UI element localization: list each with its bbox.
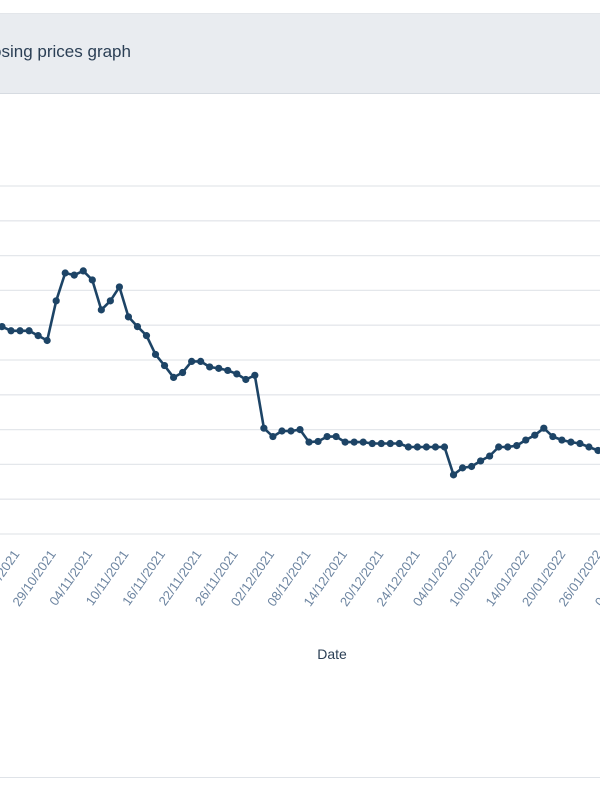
data-point[interactable] <box>124 313 133 321</box>
data-point[interactable] <box>169 373 178 381</box>
data-point[interactable] <box>25 327 33 335</box>
series-points <box>0 267 600 479</box>
data-point[interactable] <box>224 366 232 375</box>
data-point[interactable] <box>350 438 358 446</box>
data-point[interactable] <box>142 332 151 340</box>
data-point[interactable] <box>531 431 539 439</box>
data-point[interactable] <box>558 436 566 444</box>
data-point[interactable] <box>314 437 322 446</box>
data-point[interactable] <box>467 462 476 471</box>
data-point[interactable] <box>260 424 268 432</box>
data-point[interactable] <box>296 426 304 434</box>
data-point[interactable] <box>404 443 412 451</box>
data-point[interactable] <box>188 357 196 365</box>
data-point[interactable] <box>540 424 548 432</box>
data-point[interactable] <box>504 443 512 451</box>
data-point[interactable] <box>233 370 241 378</box>
chart-area: 23/10/2021 29/10/2021 04/11/2021 10/11/2021… <box>0 95 600 775</box>
data-point[interactable] <box>151 350 160 359</box>
data-point[interactable] <box>206 363 214 371</box>
data-point[interactable] <box>513 442 521 450</box>
data-point[interactable] <box>341 438 349 446</box>
panel-title: Closing prices graph <box>0 42 131 61</box>
data-point[interactable] <box>422 443 431 451</box>
data-point[interactable] <box>160 361 169 370</box>
data-point[interactable] <box>594 446 600 455</box>
data-point[interactable] <box>305 438 313 446</box>
data-point[interactable] <box>106 297 114 305</box>
x-tick-labels: 23/10/202129/10/202104/11/202110/11/2021… <box>0 547 600 609</box>
data-point[interactable] <box>486 452 494 460</box>
data-point[interactable] <box>413 443 421 451</box>
data-point[interactable] <box>215 364 223 372</box>
data-point[interactable] <box>34 332 42 340</box>
data-point[interactable] <box>576 439 584 448</box>
data-point[interactable] <box>88 276 96 284</box>
data-point[interactable] <box>97 306 105 314</box>
data-point[interactable] <box>440 443 449 451</box>
data-point[interactable] <box>43 336 51 345</box>
x-axis-title: Date <box>317 646 347 662</box>
data-point[interactable] <box>377 439 385 448</box>
data-point[interactable] <box>287 427 295 435</box>
data-point[interactable] <box>179 368 187 377</box>
data-point[interactable] <box>79 267 87 275</box>
closing-prices-chart: 23/10/202129/10/202104/11/202110/11/2021… <box>0 185 600 662</box>
data-point[interactable] <box>52 297 60 305</box>
data-point[interactable] <box>431 443 440 451</box>
data-point[interactable] <box>567 438 575 446</box>
data-point[interactable] <box>242 375 250 384</box>
data-point[interactable] <box>197 357 205 365</box>
data-point[interactable] <box>549 432 557 441</box>
data-point[interactable] <box>269 432 277 441</box>
data-point[interactable] <box>133 322 142 331</box>
data-point[interactable] <box>585 443 593 451</box>
data-point[interactable] <box>7 327 15 335</box>
data-point[interactable] <box>61 269 69 277</box>
data-point[interactable] <box>458 464 467 472</box>
data-point[interactable] <box>70 271 78 279</box>
data-point[interactable] <box>0 322 6 331</box>
data-point[interactable] <box>395 439 403 448</box>
data-point[interactable] <box>368 439 376 448</box>
data-point[interactable] <box>332 432 340 441</box>
data-point[interactable] <box>522 436 530 444</box>
data-point[interactable] <box>386 439 394 448</box>
data-point[interactable] <box>477 457 485 465</box>
panel-header: Closing prices graph <box>0 14 600 94</box>
data-point[interactable] <box>278 427 286 435</box>
data-point[interactable] <box>495 443 503 451</box>
data-point[interactable] <box>251 371 259 379</box>
data-point[interactable] <box>16 327 24 335</box>
data-point[interactable] <box>359 438 367 446</box>
data-point[interactable] <box>115 283 123 291</box>
data-point[interactable] <box>449 471 458 479</box>
grid-lines <box>0 185 600 535</box>
panel-top-border <box>0 13 600 14</box>
data-point[interactable] <box>323 432 331 441</box>
panel-bottom-border <box>0 777 600 778</box>
